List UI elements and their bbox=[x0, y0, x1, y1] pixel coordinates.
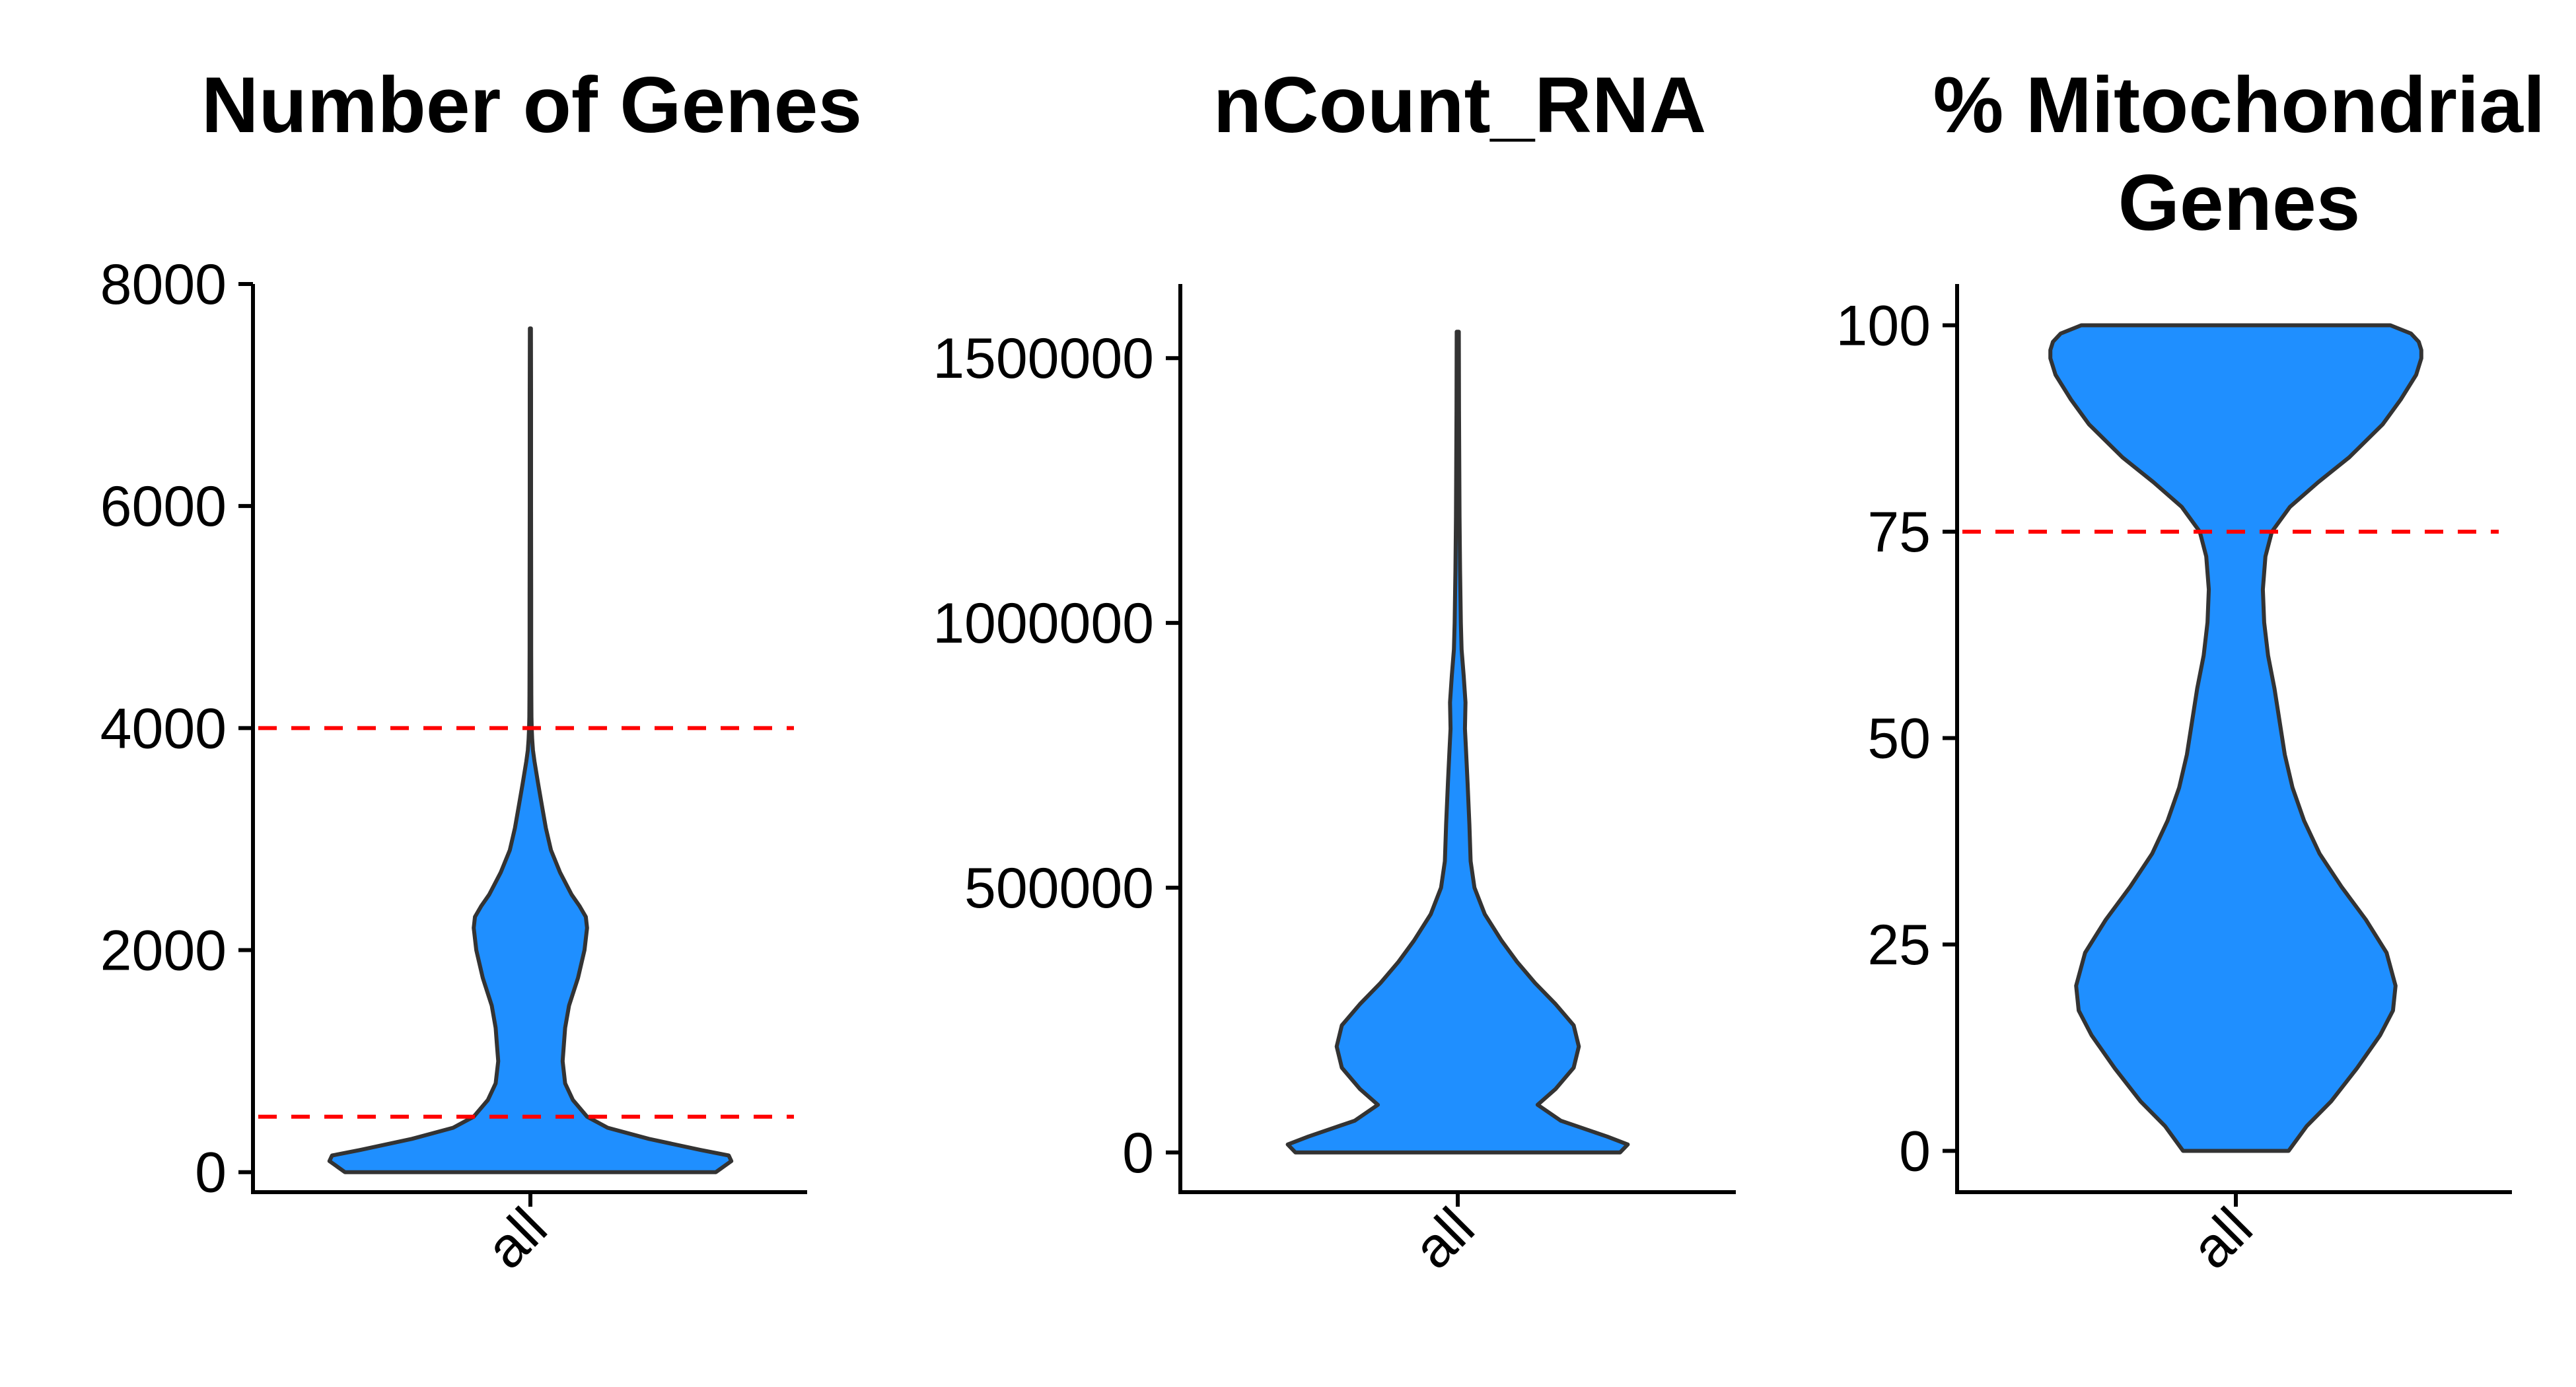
x-tick-label: all bbox=[474, 1196, 559, 1281]
y-tick-label: 0 bbox=[195, 1141, 227, 1205]
panel-title: nCount_RNA bbox=[1213, 61, 1707, 149]
y-tick-label: 25 bbox=[1867, 913, 1931, 977]
panel-title: % Mitochondrial Genes bbox=[1933, 61, 2546, 247]
x-tick-label: all bbox=[2180, 1196, 2265, 1281]
violin-shape bbox=[1285, 330, 1630, 1155]
y-tick-label: 0 bbox=[1899, 1120, 1931, 1184]
y-tick-label: 1500000 bbox=[933, 327, 1154, 390]
y-tick-label: 75 bbox=[1867, 501, 1931, 564]
panel-title-line: Genes bbox=[2118, 159, 2361, 247]
y-tick-label: 2000 bbox=[100, 919, 227, 983]
panel-title-line: % Mitochondrial bbox=[1933, 61, 2546, 149]
y-tick-label: 6000 bbox=[100, 475, 227, 538]
y-tick-label: 1000000 bbox=[933, 592, 1154, 655]
y-tick-label: 50 bbox=[1867, 707, 1931, 771]
panel-ncount-rna: nCount_RNA 0 500000 1000000 1500000 all bbox=[933, 61, 1736, 1281]
y-tick-label: 4000 bbox=[100, 697, 227, 760]
violin-shape bbox=[2048, 323, 2423, 1153]
x-tick-label: all bbox=[1402, 1196, 1487, 1281]
y-tick-label: 8000 bbox=[100, 253, 227, 316]
violin-shape bbox=[327, 326, 734, 1174]
panel-title: Number of Genes bbox=[201, 61, 862, 149]
plot-area: 0 25 50 75 100 all bbox=[1836, 284, 2512, 1281]
panel-number-of-genes: Number of Genes 0 2000 4000 6000 8000 all bbox=[100, 61, 862, 1281]
y-tick-label: 500000 bbox=[964, 857, 1154, 920]
y-tick-label: 0 bbox=[1122, 1121, 1154, 1185]
plot-area: 0 500000 1000000 1500000 all bbox=[933, 284, 1736, 1281]
panel-percent-mito: % Mitochondrial Genes 0 25 50 75 100 all bbox=[1836, 61, 2546, 1281]
plot-area: 0 2000 4000 6000 8000 all bbox=[100, 253, 807, 1281]
y-tick-label: 100 bbox=[1836, 295, 1931, 358]
